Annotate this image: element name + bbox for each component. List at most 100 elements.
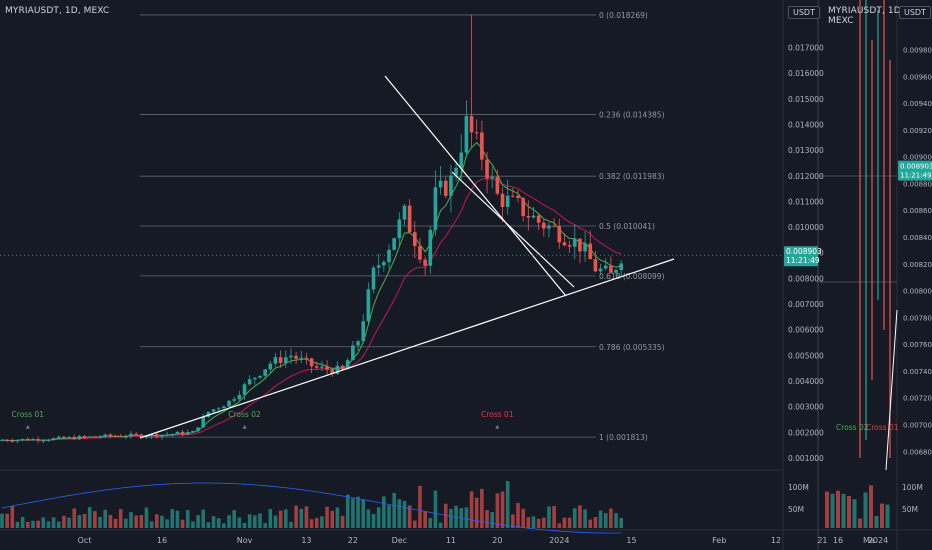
- volume-tick-label: 50M: [788, 505, 804, 514]
- time-tick-label: 15: [626, 536, 636, 545]
- signal-labels: Cross 01 ▲ Cross 02 ▲ Cross 01 ▲: [12, 410, 514, 430]
- volume-bar: [175, 510, 180, 528]
- candle-body: [407, 205, 412, 233]
- volume-bar: [572, 508, 577, 528]
- price-tick-label: 0.012000: [788, 172, 824, 181]
- candle-body: [5, 440, 9, 442]
- volume-bar: [438, 522, 443, 528]
- candle-body: [103, 434, 107, 437]
- volume-bar: [242, 522, 247, 528]
- candle-body: [237, 394, 242, 400]
- currency-button[interactable]: USDT: [788, 6, 820, 19]
- volume-bar: [428, 518, 433, 528]
- secondary-signal-label: Cross 02: [836, 423, 869, 432]
- candle-body: [526, 216, 531, 218]
- candle-body: [335, 365, 340, 374]
- price-tick-label: 0.011000: [788, 197, 824, 206]
- volume-bar: [263, 523, 267, 528]
- candle-body: [443, 180, 448, 196]
- candle-body: [593, 259, 598, 272]
- volume-bar: [495, 493, 500, 528]
- candle-body: [588, 243, 593, 260]
- candle-body: [547, 225, 551, 229]
- secondary-volume-bar: [852, 499, 857, 528]
- volume-bar: [376, 507, 381, 528]
- time-tick-label: 22: [348, 536, 358, 545]
- volume-bar: [113, 518, 118, 528]
- volume-bar: [320, 516, 324, 528]
- candle-body: [609, 265, 613, 273]
- support-trendline: [139, 258, 675, 439]
- volume-bar: [526, 517, 531, 528]
- candle-body: [423, 259, 427, 266]
- candle-body: [309, 358, 314, 367]
- volume-bar: [196, 515, 200, 528]
- last-price-label: 0.008903: [786, 247, 822, 256]
- time-tick-label: Oct: [78, 536, 92, 545]
- signal-label: Cross 01: [481, 410, 514, 419]
- candle-body: [253, 377, 257, 380]
- volume-bar: [118, 509, 123, 528]
- candle-body: [72, 436, 77, 440]
- volume-bar: [46, 521, 51, 528]
- volume-bar: [345, 494, 350, 528]
- candle-body: [196, 427, 200, 431]
- time-axis: Oct 16 Nov 13 22 Dec 11 20 2024 15 Feb 12 21 Ma: [78, 536, 875, 545]
- secondary-volume-bar: [885, 504, 890, 528]
- candle-body: [185, 432, 190, 435]
- volume-bar: [413, 520, 417, 528]
- candle-body: [490, 176, 494, 179]
- volume-bar: [340, 515, 345, 528]
- volume-bar: [578, 505, 582, 528]
- candle-body: [325, 366, 329, 370]
- candle-body: [459, 152, 464, 168]
- volume-bar: [314, 517, 319, 528]
- volume-bar: [474, 497, 479, 528]
- volume-bar: [531, 516, 536, 528]
- secondary-volume-bar: [863, 492, 868, 528]
- symbol-title-secondary[interactable]: MYRIAUSDT, 1D, MEXC: [828, 6, 904, 26]
- volume-bar: [371, 513, 376, 528]
- candle-body: [516, 195, 520, 198]
- candle-body: [216, 408, 221, 410]
- secondary-last-price: 0.008903: [900, 163, 932, 171]
- candle-body: [15, 439, 20, 442]
- secondary-price-tick: 0.007000: [903, 422, 932, 430]
- candle-body: [366, 289, 371, 322]
- candle-body: [500, 193, 505, 208]
- candle-body: [413, 232, 417, 246]
- candle-body: [454, 167, 458, 176]
- fib-level-label: 0.618 (0.008099): [599, 272, 665, 281]
- time-tick-label: 12: [771, 536, 781, 545]
- currency-button-secondary[interactable]: USDT: [899, 6, 931, 19]
- candle-body: [113, 436, 118, 438]
- candle-body: [392, 238, 396, 250]
- volume-bar: [614, 513, 618, 528]
- candle-body: [46, 439, 51, 441]
- volume-bar: [304, 506, 309, 528]
- volume-bar: [227, 515, 231, 528]
- candle-body: [345, 360, 350, 370]
- candle-body: [41, 440, 46, 442]
- candle-body: [340, 365, 345, 370]
- price-tick-label: 0.006000: [788, 326, 824, 335]
- volume-bar: [583, 509, 587, 528]
- price-tick-label: 0.003000: [788, 403, 824, 412]
- candle-body: [20, 438, 25, 440]
- resistance-trendline: [384, 75, 567, 297]
- candle-body: [521, 197, 525, 217]
- secondary-volume-tick: 100M: [902, 483, 923, 492]
- candle-body: [273, 357, 278, 364]
- symbol-title[interactable]: MYRIAUSDT, 1D, MEXC: [5, 6, 110, 16]
- candle-body: [464, 116, 469, 153]
- volume-bar: [603, 513, 608, 528]
- volume-bar: [469, 491, 474, 528]
- candle-body: [175, 431, 180, 434]
- volume-bar: [593, 517, 598, 528]
